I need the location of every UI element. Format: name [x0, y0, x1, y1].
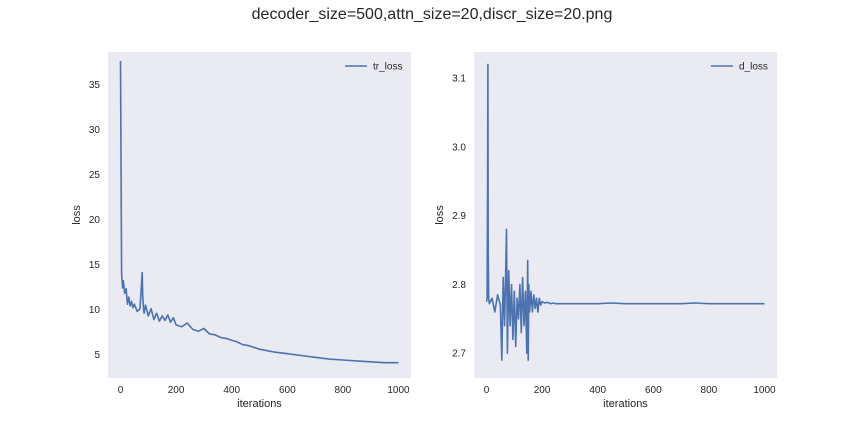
chart-1-xtick-label: 400 [223, 385, 240, 396]
chart-2-xtick-label: 0 [484, 385, 490, 396]
chart-1-ytick-label: 20 [89, 215, 101, 226]
chart-1-xtick-label: 600 [279, 385, 296, 396]
chart-2-xtick-label: 800 [701, 385, 718, 396]
chart-2-ytick-label: 2.9 [452, 211, 466, 222]
chart-2-series-line-d_loss [485, 63, 765, 361]
chart-1-ytick-label: 5 [94, 350, 100, 361]
chart-1-plot-area [108, 52, 411, 378]
chart-1-xlabel: iterations [237, 398, 282, 410]
chart-1-xtick-label: 800 [335, 385, 352, 396]
chart-2-xlabel: iterations [603, 398, 648, 410]
chart-2-xtick-label: 1000 [753, 385, 776, 396]
chart-2-ylabel: loss [434, 205, 446, 225]
chart-2-ytick-label: 3.0 [452, 142, 466, 153]
chart-1-series-line-tr_loss [119, 60, 399, 364]
chart-2-ytick-label: 3.1 [452, 74, 466, 85]
chart-1-xtick-label: 200 [168, 385, 185, 396]
figure-title: decoder_size=500,attn_size=20,discr_size… [251, 6, 613, 23]
chart-2-xtick-label: 400 [589, 385, 606, 396]
chart-2-ytick-label: 2.7 [452, 349, 466, 360]
chart-1-ytick-label: 10 [89, 305, 101, 316]
chart-2-legend-label: d_loss [739, 62, 768, 73]
chart-2-xtick-label: 200 [534, 385, 551, 396]
chart-1-ytick-label: 30 [89, 125, 101, 136]
chart-2-plot-area [474, 52, 777, 378]
chart-2-xtick-label: 600 [645, 385, 662, 396]
chart-1-legend-label: tr_loss [373, 62, 402, 73]
chart-2-ytick-label: 2.8 [452, 280, 466, 291]
chart-1-ytick-label: 35 [89, 80, 101, 91]
chart-1-xtick-label: 0 [118, 385, 124, 396]
chart-1-ytick-label: 25 [89, 170, 101, 181]
chart-1-xtick-label: 1000 [387, 385, 410, 396]
chart-1-ylabel: loss [71, 205, 83, 225]
chart-1-ytick-label: 15 [89, 260, 101, 271]
